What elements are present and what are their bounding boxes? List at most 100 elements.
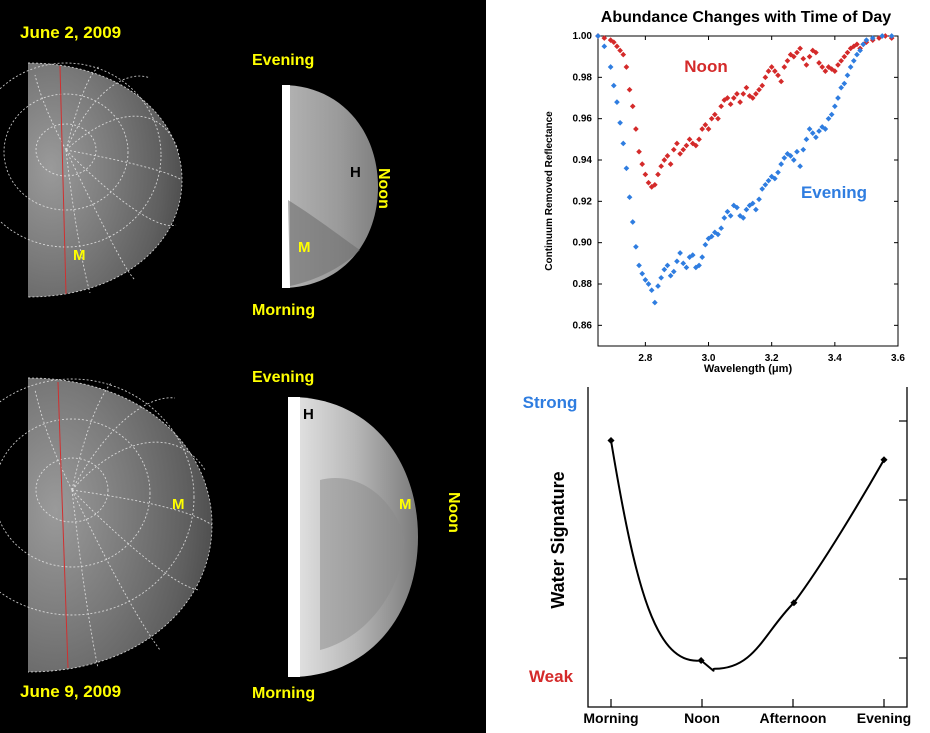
scatter-point-evening — [762, 181, 769, 188]
scatter-point-evening — [648, 287, 655, 294]
scatter-point-noon — [775, 72, 781, 79]
scatter-point-evening — [633, 243, 639, 250]
scatter-y-tick-label: 0.96 — [573, 114, 593, 125]
date-bottom-label: June 9, 2009 — [20, 682, 122, 701]
globe-bottom — [0, 377, 213, 673]
scatter-point-evening — [661, 266, 668, 273]
scatter-point-evening — [674, 258, 680, 265]
scatter-point-evening — [626, 194, 633, 201]
scatter-point-evening — [803, 136, 810, 143]
scatter-point-evening — [652, 299, 658, 306]
scatter-point-evening — [699, 254, 706, 260]
marker-m-top-right: M — [298, 239, 311, 256]
scatter-point-noon — [882, 33, 889, 39]
scatter-point-noon — [696, 136, 702, 143]
scatter-point-noon — [617, 47, 623, 54]
scatter-point-noon — [727, 101, 734, 108]
scatter-point-noon — [749, 95, 756, 101]
scatter-y-tick-label: 1.00 — [573, 31, 593, 42]
scatter-point-evening — [658, 274, 664, 281]
scatter-point-evening — [724, 208, 731, 215]
scatter-point-noon — [797, 45, 803, 52]
scatter-point-noon — [822, 68, 829, 74]
scatter-point-evening — [595, 33, 601, 39]
scatter-point-evening — [689, 252, 696, 258]
scatter-point-noon — [712, 111, 718, 118]
scatter-point-evening — [813, 134, 819, 141]
scatter-point-noon — [841, 53, 848, 60]
scatter-point-evening — [816, 128, 822, 134]
scatter-point-evening — [718, 225, 724, 232]
scatter-point-noon — [772, 68, 778, 74]
scatter-point-evening — [765, 177, 772, 184]
scatter-point-evening — [756, 196, 762, 203]
scatter-point-evening — [850, 57, 857, 64]
scatter-point-evening — [620, 140, 627, 147]
scatter-point-noon — [708, 115, 715, 122]
scatter-point-noon — [658, 163, 664, 170]
scatter-point-noon — [806, 53, 813, 60]
scatter-points-group — [595, 33, 895, 306]
scatter-chart-title: Abundance Changes with Time of Day — [601, 9, 892, 26]
scatter-point-evening — [715, 231, 721, 238]
scatter-point-noon — [781, 64, 788, 70]
lunar-images-svg — [0, 62, 418, 677]
scatter-point-evening — [828, 111, 835, 118]
scatter-point-noon — [655, 171, 661, 178]
scatter-point-evening — [708, 233, 715, 240]
scatter-axis-ticks: 1.00 0.98 0.96 0.94 0.92 0.90 0.88 0.86 2.8 3.0 3.… — [573, 31, 906, 364]
scatter-point-evening — [629, 219, 636, 225]
scatter-x-tick-label: 3.6 — [891, 353, 905, 364]
scatter-y-tick-label: 0.90 — [573, 238, 593, 249]
scatter-point-evening — [775, 169, 781, 176]
water-axis-ticks — [610, 420, 907, 707]
scatter-point-noon — [683, 142, 690, 149]
marker-h-top: H — [350, 164, 361, 181]
scatter-y-tick-label: 0.86 — [573, 320, 593, 331]
scatter-point-evening — [636, 262, 642, 269]
scatter-x-tick-label: 2.8 — [638, 353, 652, 364]
evening-label-bottom: Evening — [252, 369, 315, 386]
scatter-x-axis-label: Wavelength (μm) — [704, 363, 793, 375]
scatter-y-tick-label: 0.88 — [573, 279, 593, 290]
scatter-point-evening — [664, 262, 671, 269]
scatter-point-evening — [759, 186, 766, 192]
scatter-point-noon — [768, 64, 775, 70]
scatter-point-noon — [702, 122, 709, 128]
scatter-point-evening — [753, 206, 759, 213]
water-map-bottom — [288, 397, 418, 677]
scatter-point-noon — [664, 153, 671, 159]
scatter-point-evening — [832, 103, 838, 110]
scatter-point-evening — [809, 130, 816, 136]
scatter-point-evening — [749, 200, 756, 207]
noon-label-bottom: Noon — [445, 492, 462, 533]
marker-m-bottom-left: M — [172, 496, 185, 513]
scatter-point-evening — [806, 126, 813, 132]
reflectance-scatter-chart: Abundance Changes with Time of Day 1.00 0… — [544, 9, 906, 375]
scatter-point-noon — [803, 62, 810, 68]
morning-label-top: Morning — [252, 302, 316, 319]
scatter-point-evening — [639, 270, 646, 277]
scatter-x-tick-label: 3.2 — [765, 353, 779, 364]
scatter-y-tick-label: 0.92 — [573, 196, 593, 207]
scatter-point-evening — [797, 163, 803, 170]
scatter-y-axis-label: Continuum Removed Reflectance — [544, 111, 555, 271]
scatter-point-evening — [800, 146, 807, 153]
scatter-point-evening — [680, 260, 687, 267]
scatter-point-evening — [683, 264, 690, 271]
scatter-point-noon — [680, 146, 687, 153]
scatter-point-noon — [794, 49, 800, 56]
water-points-group — [607, 436, 888, 665]
scatter-point-noon — [642, 171, 649, 178]
lunar-images-panel: June 2, 2009 June 9, 2009 Evening Mornin… — [0, 0, 486, 733]
scatter-point-evening — [781, 155, 788, 161]
scatter-x-tick-label: 3.4 — [828, 353, 842, 364]
marker-m-top-left: M — [73, 247, 86, 264]
strong-label: Strong — [523, 393, 578, 412]
morning-label-bottom: Morning — [252, 685, 316, 702]
scatter-y-tick-label: 0.94 — [573, 155, 593, 166]
scatter-point-noon — [762, 74, 769, 81]
date-top-label: June 2, 2009 — [20, 23, 122, 42]
scatter-point-noon — [633, 126, 639, 132]
scatter-point-evening — [614, 99, 620, 105]
